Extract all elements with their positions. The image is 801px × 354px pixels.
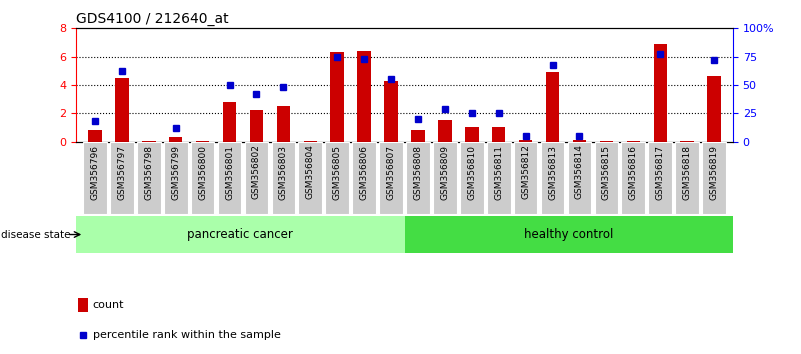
Text: GSM356813: GSM356813 xyxy=(548,144,557,200)
Text: GSM356802: GSM356802 xyxy=(252,144,261,199)
Bar xyxy=(492,127,505,142)
Text: GSM356798: GSM356798 xyxy=(144,144,153,200)
Text: GSM356796: GSM356796 xyxy=(91,144,99,200)
FancyBboxPatch shape xyxy=(487,142,510,214)
FancyBboxPatch shape xyxy=(406,142,430,214)
Text: GSM356800: GSM356800 xyxy=(198,144,207,200)
Text: GSM356806: GSM356806 xyxy=(360,144,368,200)
Text: GSM356817: GSM356817 xyxy=(656,144,665,200)
Bar xyxy=(276,106,290,142)
Text: GSM356805: GSM356805 xyxy=(332,144,342,200)
FancyBboxPatch shape xyxy=(541,142,565,214)
Bar xyxy=(600,141,613,142)
Text: healthy control: healthy control xyxy=(524,228,614,241)
Text: GSM356810: GSM356810 xyxy=(467,144,477,200)
Text: GSM356811: GSM356811 xyxy=(494,144,503,200)
Bar xyxy=(223,102,236,142)
FancyBboxPatch shape xyxy=(568,142,591,214)
Text: GSM356801: GSM356801 xyxy=(225,144,234,200)
FancyBboxPatch shape xyxy=(594,142,618,214)
Text: GDS4100 / 212640_at: GDS4100 / 212640_at xyxy=(76,12,229,26)
FancyBboxPatch shape xyxy=(244,142,268,214)
Bar xyxy=(654,44,667,142)
FancyBboxPatch shape xyxy=(513,142,537,214)
Bar xyxy=(115,78,129,142)
Bar xyxy=(384,81,398,142)
Bar xyxy=(142,141,155,142)
FancyBboxPatch shape xyxy=(648,142,672,214)
Bar xyxy=(707,76,721,142)
FancyBboxPatch shape xyxy=(218,142,241,214)
Bar xyxy=(88,130,102,142)
FancyBboxPatch shape xyxy=(325,142,349,214)
Text: GSM356818: GSM356818 xyxy=(682,144,691,200)
Text: GSM356814: GSM356814 xyxy=(575,144,584,199)
FancyBboxPatch shape xyxy=(675,142,699,214)
FancyBboxPatch shape xyxy=(433,142,457,214)
Bar xyxy=(196,141,209,142)
Bar xyxy=(405,216,733,253)
Text: GSM356807: GSM356807 xyxy=(387,144,396,200)
Text: GSM356804: GSM356804 xyxy=(306,144,315,199)
Bar xyxy=(519,140,533,142)
Text: GSM356799: GSM356799 xyxy=(171,144,180,200)
Bar xyxy=(626,141,640,142)
Bar xyxy=(331,52,344,142)
FancyBboxPatch shape xyxy=(299,142,322,214)
Text: GSM356797: GSM356797 xyxy=(118,144,127,200)
Bar xyxy=(357,51,371,142)
FancyBboxPatch shape xyxy=(191,142,215,214)
Text: pancreatic cancer: pancreatic cancer xyxy=(187,228,293,241)
Bar xyxy=(76,216,405,253)
FancyBboxPatch shape xyxy=(110,142,134,214)
FancyBboxPatch shape xyxy=(137,142,161,214)
FancyBboxPatch shape xyxy=(379,142,403,214)
Bar xyxy=(465,127,478,142)
Text: GSM356803: GSM356803 xyxy=(279,144,288,200)
FancyBboxPatch shape xyxy=(83,142,107,214)
Text: GSM356815: GSM356815 xyxy=(602,144,611,200)
Bar xyxy=(411,130,425,142)
Bar xyxy=(169,137,183,142)
FancyBboxPatch shape xyxy=(460,142,484,214)
Bar xyxy=(545,72,559,142)
FancyBboxPatch shape xyxy=(164,142,187,214)
Bar xyxy=(573,140,586,142)
Bar xyxy=(78,297,88,312)
Text: GSM356816: GSM356816 xyxy=(629,144,638,200)
Text: GSM356809: GSM356809 xyxy=(441,144,449,200)
Bar xyxy=(250,110,264,142)
Text: disease state: disease state xyxy=(1,230,70,240)
Bar xyxy=(438,120,452,142)
Text: GSM356808: GSM356808 xyxy=(413,144,422,200)
FancyBboxPatch shape xyxy=(622,142,645,214)
Text: GSM356819: GSM356819 xyxy=(710,144,718,200)
Text: count: count xyxy=(93,300,124,310)
Text: percentile rank within the sample: percentile rank within the sample xyxy=(93,330,280,340)
Text: GSM356812: GSM356812 xyxy=(521,144,530,199)
Bar xyxy=(304,141,317,142)
FancyBboxPatch shape xyxy=(352,142,376,214)
FancyBboxPatch shape xyxy=(702,142,726,214)
Bar xyxy=(680,141,694,142)
FancyBboxPatch shape xyxy=(272,142,296,214)
